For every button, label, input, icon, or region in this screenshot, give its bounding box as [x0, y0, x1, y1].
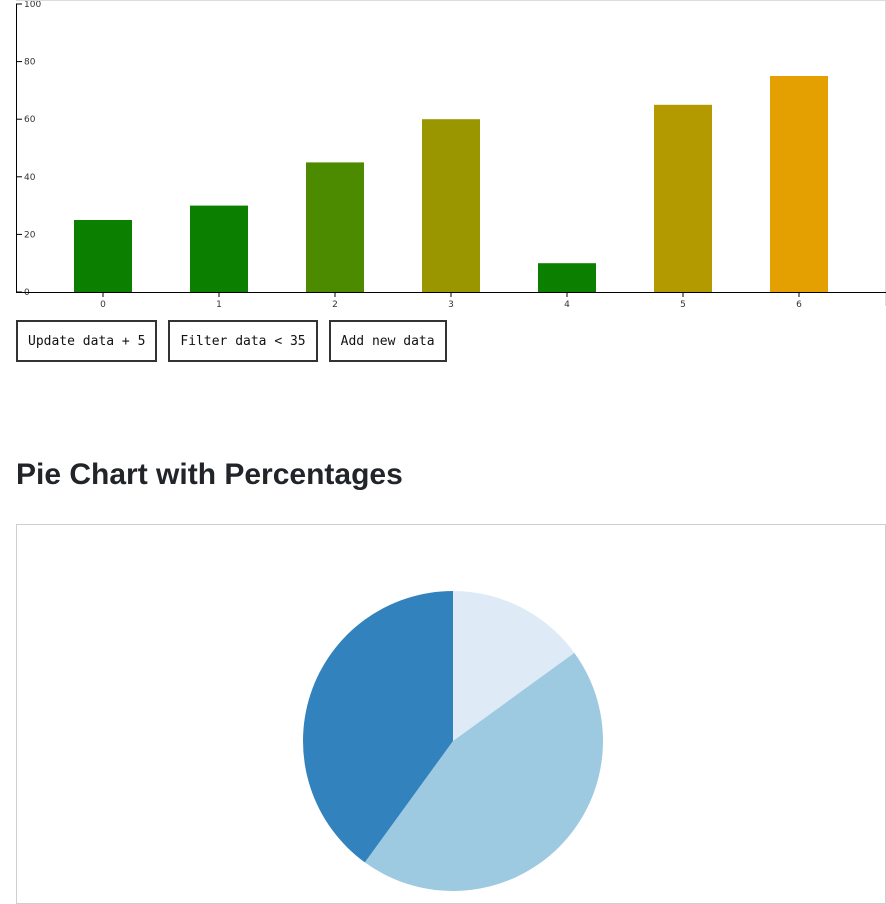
- pie-slice: [453, 591, 575, 741]
- filter-data-button[interactable]: Filter data < 35: [168, 320, 318, 362]
- pie-slice: [303, 591, 453, 863]
- pie-chart-frame: [16, 524, 886, 904]
- chart-controls: Update data + 5 Filter data < 35 Add new…: [16, 320, 447, 362]
- y-tick-label: 60: [24, 115, 36, 125]
- bar-chart-frame: 0204060801000123456: [16, 0, 886, 307]
- y-axis: 020406080100: [16, 1, 41, 298]
- x-tick-label: 4: [564, 300, 570, 307]
- pie-slices: [303, 591, 603, 891]
- x-tick-label: 6: [796, 300, 802, 307]
- x-tick-label: 2: [332, 300, 338, 307]
- x-tick-label: 1: [216, 300, 222, 307]
- update-data-button[interactable]: Update data + 5: [16, 320, 158, 362]
- y-tick-label: 20: [24, 230, 36, 240]
- bar: [306, 162, 364, 292]
- pie-chart-title: Pie Chart with Percentages: [16, 458, 403, 491]
- bar: [538, 263, 596, 292]
- bar: [654, 104, 712, 292]
- y-tick-label: 40: [24, 173, 36, 183]
- pie-chart: [303, 591, 603, 891]
- y-tick-label: 100: [24, 1, 41, 10]
- bars: [74, 76, 828, 292]
- bar: [422, 119, 480, 292]
- y-tick-label: 80: [24, 58, 36, 68]
- add-data-button[interactable]: Add new data: [328, 320, 447, 362]
- x-tick-label: 3: [448, 300, 454, 307]
- x-tick-label: 0: [100, 300, 106, 307]
- bar-chart: 0204060801000123456: [16, 1, 886, 307]
- pie-slice: [364, 652, 603, 891]
- x-tick-label: 5: [680, 300, 686, 307]
- bar: [190, 205, 248, 292]
- bar: [770, 76, 828, 292]
- bar: [74, 220, 132, 292]
